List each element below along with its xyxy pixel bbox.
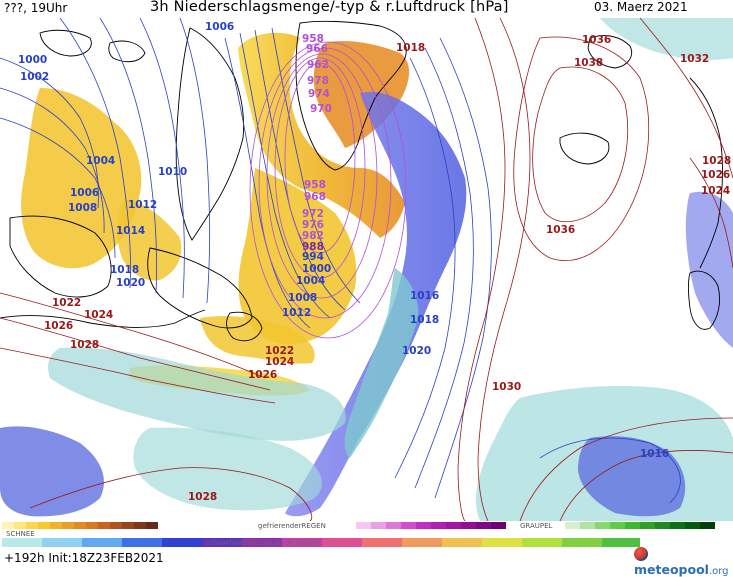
isobar-label: 1028: [70, 339, 99, 351]
coastline-svalbard: [587, 35, 633, 69]
legend-graupel-title: GRAUPEL: [520, 522, 553, 530]
rain-area-south-teal: [133, 427, 322, 511]
legend-snow-bar: [2, 522, 158, 529]
isobar-label: 972: [302, 208, 324, 220]
map-title: 3h Niederschlagsmenge/-typ & r.Luftdruck…: [150, 0, 509, 15]
isobar-label: 976: [302, 219, 324, 231]
isobar-label: 1012: [282, 307, 311, 319]
isobar-label: 1024: [265, 356, 294, 368]
meteopool-logo[interactable]: meteopool.org: [634, 547, 733, 577]
map-date: 03. Maerz 2021: [594, 0, 688, 14]
legend-freezing-bar: [356, 522, 506, 529]
isobar-label: 970: [310, 103, 332, 115]
isobar-label: 1030: [492, 381, 521, 393]
coastline-newfoundland: [226, 311, 263, 342]
isobar-label: 1026: [44, 320, 73, 332]
snow-area-davis-strait: [238, 168, 357, 345]
isobar-label: 1010: [158, 166, 187, 178]
isobars-layer: [0, 18, 733, 521]
isobar-label: 1000: [302, 263, 331, 275]
legend-freezing-title: gefrierenderREGEN: [258, 522, 326, 530]
isobar-label: 1016: [640, 448, 669, 460]
legend-total-title: GESAMTNIEDERSCHLAG 3h [kg/m²]: [205, 539, 320, 547]
isobar-label: 1006: [70, 187, 99, 199]
isobar-label: 1028: [188, 491, 217, 503]
logo-tld: .org: [708, 566, 729, 577]
isobar-label: 1020: [116, 277, 145, 289]
isobar-label: 1026: [248, 369, 277, 381]
isobar-label: 958: [304, 179, 326, 191]
rain-area-southwest-teal: [48, 347, 346, 441]
rain-band-atlantic: [285, 91, 467, 517]
legend-graupel-bar: [565, 522, 715, 529]
isobar-label: 968: [304, 191, 326, 203]
legend-footer: SCHNEE gefrierenderREGEN GRAUPEL: [0, 521, 733, 577]
precipitation-layer: [0, 18, 733, 521]
legend-total-bar: [2, 538, 640, 547]
valid-time-label: ???, 19Uhr: [4, 1, 68, 15]
legend-snow-title: SCHNEE: [6, 530, 35, 538]
isobar-label: 1006: [205, 21, 234, 33]
isobar-label: 1022: [52, 297, 81, 309]
isobar-label: 1016: [410, 290, 439, 302]
isobar-label: 958: [302, 33, 324, 45]
isobar-labels: 1000 1002 1006 1004 1010 1006 1008 1012 …: [18, 21, 731, 503]
isobar-label: 1004: [296, 275, 325, 287]
snow-area-canada-mid: [117, 198, 182, 281]
isobar-label: 1020: [402, 345, 431, 357]
globe-icon: [634, 547, 648, 561]
isobar-label: 1004: [86, 155, 115, 167]
isobar-label: 994: [302, 251, 324, 263]
coastline-iceland: [559, 132, 610, 165]
isobar-label: 1022: [265, 345, 294, 357]
isobar-label: 1036: [582, 34, 611, 46]
coastlines-layer: [0, 20, 724, 342]
model-run-label: +192h Init:18Z23FEB2021: [4, 551, 164, 565]
isobar-label: 1008: [288, 292, 317, 304]
isobar-label: 1018: [410, 314, 439, 326]
rain-area-southwest-blue: [0, 426, 104, 517]
isobar-label: 1014: [116, 225, 145, 237]
coastline-hudson: [9, 215, 112, 298]
isobar-label: 978: [307, 75, 329, 87]
isobar-label: 982: [302, 230, 324, 242]
isobar-label: 1012: [128, 199, 157, 211]
isobar-label: 1018: [110, 264, 139, 276]
legend-colorbars: SCHNEE gefrierenderREGEN GRAUPEL: [2, 522, 715, 547]
pressure-precip-map: 1000 1002 1006 1004 1010 1006 1008 1012 …: [0, 18, 733, 521]
rain-band-atlantic-teal: [344, 268, 419, 458]
isobar-label: 1002: [20, 71, 49, 83]
coastline-labrador: [147, 247, 253, 329]
rain-area-east-blue: [578, 436, 686, 517]
isobar-label: 974: [308, 88, 330, 100]
isobar-label: 1038: [574, 57, 603, 69]
isobar-label: 988: [302, 241, 324, 253]
map-header: ???, 19Uhr 3h Niederschlagsmenge/-typ & …: [0, 0, 733, 18]
isobar-label: 962: [307, 59, 329, 71]
isobar-label: 1026: [701, 169, 730, 181]
coastline-canada-east: [0, 309, 206, 328]
isobars-deep-low: [249, 41, 407, 339]
isobar-label: 1036: [546, 224, 575, 236]
coastline-greenland: [295, 20, 407, 171]
isobar-label: 1018: [396, 42, 425, 54]
rain-area-northeast-blue: [685, 191, 733, 348]
isobar-label: 1024: [84, 309, 113, 321]
isobar-label: 1000: [18, 54, 47, 66]
coastline-baffin: [175, 27, 245, 241]
isobar-label: 966: [306, 43, 328, 55]
coastline-arctic-islands: [39, 29, 146, 63]
isobar-label: 1024: [701, 185, 730, 197]
isobars-high-pressure: [0, 18, 733, 521]
isobar-label: 1008: [68, 202, 97, 214]
rain-area-north-teal: [600, 18, 733, 60]
coastline-britain: [688, 270, 721, 330]
isobar-label: 1028: [702, 155, 731, 167]
isobars-low-pressure: [0, 18, 681, 504]
logo-text: meteopool: [634, 562, 709, 577]
coastline-scandinavia: [689, 77, 724, 269]
isobar-label: 1032: [680, 53, 709, 65]
